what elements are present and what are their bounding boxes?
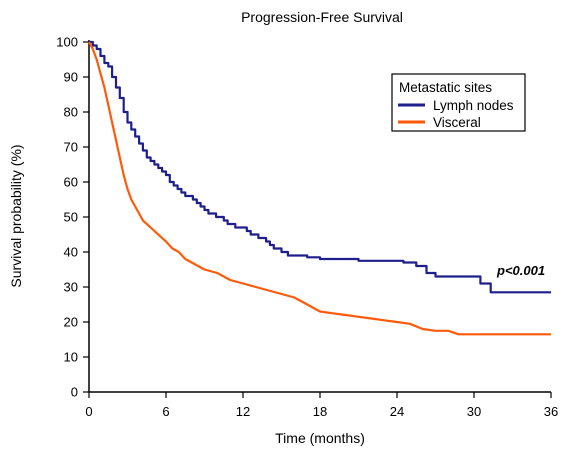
x-tick-label-0: 0 <box>85 404 92 419</box>
x-tick-label-18: 18 <box>313 404 327 419</box>
x-tick-label-6: 6 <box>162 404 169 419</box>
y-tick-label-90: 90 <box>64 70 78 85</box>
legend-label-lymph-nodes: Lymph nodes <box>433 98 514 113</box>
x-axis-label: Time (months) <box>275 430 365 446</box>
y-tick-label-40: 40 <box>64 245 78 260</box>
x-tick-label-12: 12 <box>236 404 250 419</box>
y-tick-label-80: 80 <box>64 105 78 120</box>
y-tick-label-100: 100 <box>56 35 78 50</box>
y-tick-label-30: 30 <box>64 280 78 295</box>
y-tick-label-20: 20 <box>64 315 78 330</box>
y-tick-label-10: 10 <box>64 350 78 365</box>
legend-label-visceral: Visceral <box>433 115 481 130</box>
y-tick-label-0: 0 <box>71 385 78 400</box>
y-tick-label-60: 60 <box>64 175 78 190</box>
x-tick-label-36: 36 <box>544 404 558 419</box>
y-ticks: 0 10 20 30 40 50 60 70 80 90 100 <box>56 35 89 400</box>
chart-title: Progression-Free Survival <box>241 9 403 25</box>
y-tick-label-50: 50 <box>64 210 78 225</box>
y-axis-label: Survival probability (%) <box>8 144 24 287</box>
x-tick-label-30: 30 <box>467 404 481 419</box>
x-ticks: 0 6 12 18 24 30 36 <box>85 392 558 419</box>
legend-title: Metastatic sites <box>399 80 492 95</box>
y-tick-label-70: 70 <box>64 140 78 155</box>
series-line-lymph-nodes <box>89 40 551 294</box>
series-lines <box>88 40 551 336</box>
series-line-visceral <box>88 41 551 336</box>
p-value-annotation: p<0.001 <box>496 263 545 278</box>
legend: Metastatic sites Lymph nodes Visceral <box>391 73 526 132</box>
x-tick-label-24: 24 <box>390 404 404 419</box>
